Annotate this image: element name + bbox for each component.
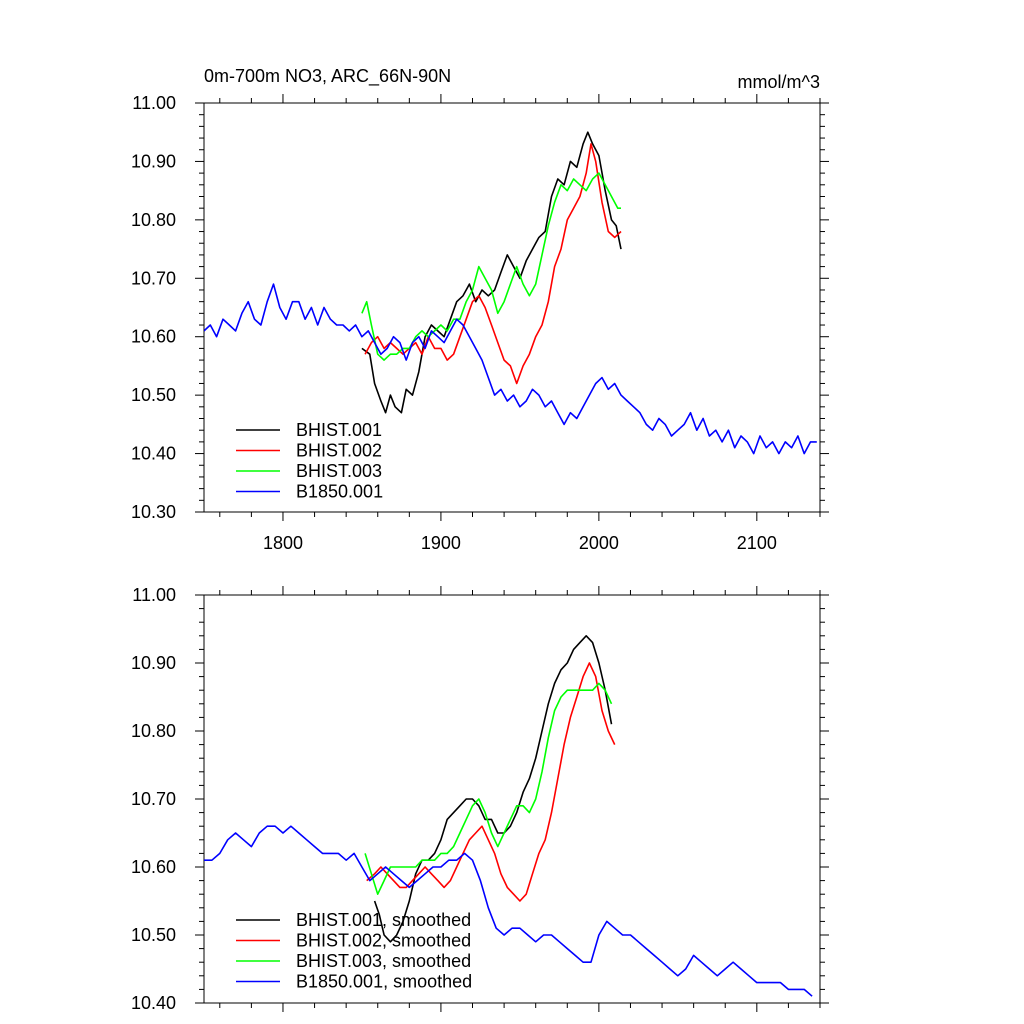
bottom-series-line-b1850-001 [204, 825, 813, 997]
bottom-series-line-bhist-003 [364, 682, 613, 896]
bottom-legend-label: BHIST.001, smoothed [296, 910, 471, 930]
bottom-y-tick-label: 10.80 [131, 721, 176, 741]
top-x-tick-label: 1800 [263, 533, 303, 553]
top-y-tick-label: 10.50 [131, 385, 176, 405]
top-y-tick-label: 11.00 [132, 93, 176, 113]
top-y-tick-label: 10.80 [131, 210, 176, 230]
top-y-tick-label: 10.90 [131, 151, 176, 171]
units-label: mmol/m^3 [738, 72, 820, 92]
top-series-line-bhist-002 [364, 143, 622, 385]
top-plot-frame [203, 102, 821, 513]
top-legend-label: B1850.001 [296, 482, 383, 502]
top-series-line-b1850-001 [204, 283, 817, 455]
bottom-series-line-bhist-001 [373, 634, 613, 943]
bottom-legend-label: BHIST.002, smoothed [296, 931, 471, 951]
top-y-tick-label: 10.40 [131, 444, 176, 464]
top-y-tick-label: 10.70 [131, 268, 176, 288]
bottom-y-tick-label: 10.90 [131, 653, 176, 673]
bottom-y-tick-label: 11.00 [132, 585, 176, 605]
top-x-tick-label: 2100 [737, 533, 777, 553]
bottom-y-tick-label: 10.40 [131, 993, 176, 1013]
bottom-y-tick-label: 10.60 [131, 857, 176, 877]
top-series-line-bhist-001 [361, 131, 622, 414]
top-y-tick-label: 10.30 [131, 502, 176, 522]
bottom-y-tick-label: 10.70 [131, 789, 176, 809]
top-legend-label: BHIST.001 [296, 420, 382, 440]
top-x-tick-label: 2000 [579, 533, 619, 553]
chart-title: 0m-700m NO3, ARC_66N-90N [204, 66, 451, 87]
bottom-y-tick-label: 10.50 [131, 925, 176, 945]
top-y-tick-label: 10.60 [131, 327, 176, 347]
bottom-legend-label: B1850.001, smoothed [296, 972, 472, 992]
top-legend-label: BHIST.002 [296, 441, 382, 461]
top-x-tick-label: 1900 [421, 533, 461, 553]
bottom-legend-label: BHIST.003, smoothed [296, 951, 471, 971]
top-panel: 1800 1900 2000 2100 10.30 10.40 10.50 10.60 10.7… [131, 93, 829, 553]
top-legend-label: BHIST.003 [296, 461, 382, 481]
top-series-line-bhist-003 [361, 172, 621, 361]
bottom-panel: 10.40 10.50 10.60 10.70 10.80 10.90 11.00 BHIST… [131, 585, 829, 1013]
bottom-series-line-bhist-002 [366, 662, 616, 902]
